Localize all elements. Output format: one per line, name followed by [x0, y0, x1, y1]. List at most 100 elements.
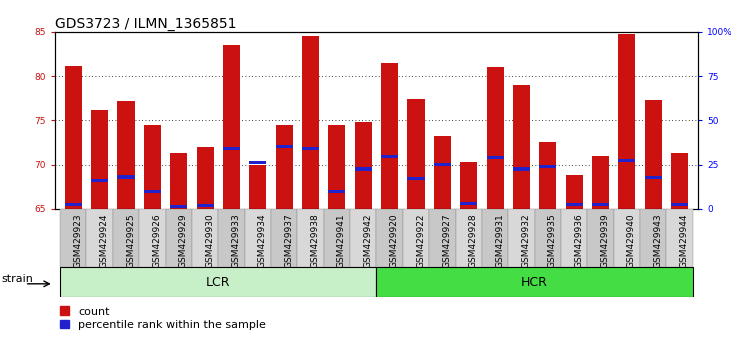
Text: GDS3723 / ILMN_1365851: GDS3723 / ILMN_1365851: [55, 17, 236, 31]
Text: GSM429926: GSM429926: [152, 213, 162, 268]
Text: GSM429925: GSM429925: [126, 213, 135, 268]
Bar: [276, 125, 292, 209]
Bar: [328, 125, 346, 209]
Bar: [65, 67, 82, 209]
Text: GSM429932: GSM429932: [521, 213, 531, 268]
Bar: [271, 209, 298, 267]
Legend: count, percentile rank within the sample: count, percentile rank within the sample: [61, 307, 266, 330]
Bar: [667, 209, 693, 267]
Bar: [197, 147, 213, 209]
Bar: [561, 209, 588, 267]
Bar: [429, 209, 455, 267]
Bar: [539, 165, 556, 168]
Bar: [671, 153, 688, 209]
Text: HCR: HCR: [521, 276, 548, 289]
Bar: [592, 156, 609, 209]
Bar: [487, 67, 504, 209]
Bar: [219, 209, 245, 267]
Text: GSM429935: GSM429935: [548, 213, 557, 268]
Bar: [223, 147, 240, 150]
Bar: [350, 209, 376, 267]
Bar: [407, 177, 425, 180]
Bar: [298, 209, 324, 267]
Text: GSM429920: GSM429920: [390, 213, 398, 268]
Text: GSM429923: GSM429923: [73, 213, 83, 268]
Bar: [302, 36, 319, 209]
Text: GSM429931: GSM429931: [495, 213, 504, 268]
Text: GSM429930: GSM429930: [205, 213, 214, 268]
Text: GSM429934: GSM429934: [258, 213, 267, 268]
Text: GSM429929: GSM429929: [179, 213, 188, 268]
Text: GSM429928: GSM429928: [469, 213, 478, 268]
Text: GSM429938: GSM429938: [311, 213, 319, 268]
Bar: [192, 209, 219, 267]
Bar: [618, 34, 635, 209]
Bar: [328, 190, 346, 193]
Bar: [534, 209, 561, 267]
Bar: [91, 110, 108, 209]
Text: LCR: LCR: [206, 276, 230, 289]
Bar: [566, 203, 583, 206]
Bar: [170, 153, 187, 209]
Text: GSM429944: GSM429944: [680, 213, 689, 268]
Text: GSM429942: GSM429942: [363, 213, 372, 268]
Bar: [588, 209, 614, 267]
Bar: [355, 167, 372, 171]
Bar: [381, 63, 398, 209]
Bar: [355, 122, 372, 209]
Bar: [376, 209, 403, 267]
Text: GSM429922: GSM429922: [416, 213, 425, 268]
Bar: [487, 156, 504, 159]
Bar: [60, 209, 86, 267]
Bar: [245, 209, 271, 267]
Bar: [407, 99, 425, 209]
Text: GSM429924: GSM429924: [99, 213, 109, 268]
Bar: [618, 159, 635, 162]
Text: GSM429943: GSM429943: [654, 213, 662, 268]
Bar: [144, 125, 161, 209]
Bar: [592, 203, 609, 206]
Text: GSM429936: GSM429936: [574, 213, 583, 268]
Bar: [645, 176, 662, 179]
Bar: [197, 204, 213, 207]
Bar: [223, 45, 240, 209]
Bar: [376, 267, 693, 297]
Bar: [403, 209, 429, 267]
Bar: [433, 163, 451, 166]
Bar: [645, 100, 662, 209]
Bar: [249, 161, 266, 164]
Bar: [671, 203, 688, 206]
Bar: [461, 202, 477, 205]
Text: GSM429933: GSM429933: [232, 213, 240, 268]
Bar: [539, 143, 556, 209]
Text: GSM429939: GSM429939: [601, 213, 610, 268]
Bar: [139, 209, 165, 267]
Bar: [60, 267, 376, 297]
Bar: [566, 175, 583, 209]
Bar: [86, 209, 113, 267]
Bar: [381, 155, 398, 158]
Bar: [482, 209, 508, 267]
Bar: [640, 209, 667, 267]
Bar: [324, 209, 350, 267]
Bar: [118, 101, 135, 209]
Text: GSM429927: GSM429927: [442, 213, 451, 268]
Text: GSM429941: GSM429941: [337, 213, 346, 268]
Text: strain: strain: [1, 274, 33, 284]
Bar: [433, 136, 451, 209]
Bar: [118, 176, 135, 178]
Bar: [513, 167, 530, 171]
Bar: [614, 209, 640, 267]
Bar: [65, 203, 82, 206]
Bar: [91, 179, 108, 182]
Bar: [170, 205, 187, 208]
Text: GSM429940: GSM429940: [627, 213, 636, 268]
Bar: [461, 162, 477, 209]
Bar: [113, 209, 139, 267]
Bar: [276, 145, 292, 148]
Bar: [144, 190, 161, 193]
Bar: [249, 165, 266, 209]
Bar: [165, 209, 192, 267]
Bar: [302, 147, 319, 150]
Bar: [455, 209, 482, 267]
